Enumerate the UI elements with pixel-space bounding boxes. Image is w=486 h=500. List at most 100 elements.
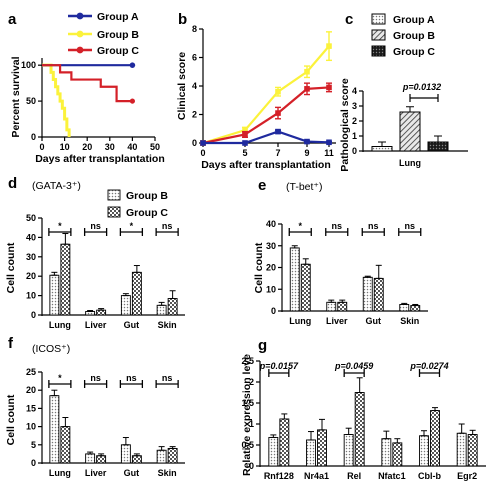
significance-label: * <box>130 221 134 231</box>
bar-skin <box>156 304 167 316</box>
x-tick-label: 40 <box>127 142 137 152</box>
y-axis-label: Cell count <box>5 394 17 445</box>
x-tick-label: Rel <box>347 471 361 481</box>
pathology-bar <box>427 141 449 152</box>
p-value-label: p=0.0157 <box>259 361 299 371</box>
significance-label: ns <box>162 221 173 231</box>
y-tick-label: 10 <box>26 422 36 432</box>
score-point <box>242 131 248 138</box>
score-line-group-b <box>202 45 330 145</box>
bar-rnf128 <box>279 418 290 467</box>
significance-label: ns <box>162 373 173 383</box>
score-point <box>275 128 281 135</box>
bar-nfatc1 <box>392 442 403 467</box>
panel-title: (GATA-3⁺) <box>32 180 81 192</box>
bar-lung <box>49 395 60 464</box>
x-axis-label: Days after transplantation <box>35 153 165 165</box>
y-tick-label: 25 <box>26 367 36 377</box>
legend-marker <box>76 30 84 38</box>
bar-skin <box>167 447 178 464</box>
legend-label: Group A <box>97 11 139 23</box>
legend-swatch <box>371 13 386 25</box>
p-value-label: p=0.0132 <box>402 82 441 92</box>
x-tick-label: Skin <box>158 320 177 330</box>
y-tick-label: 0 <box>31 132 36 142</box>
x-tick-label: 30 <box>105 142 115 152</box>
survival-line-group-b <box>42 63 71 137</box>
score-point <box>275 110 281 116</box>
x-tick-label: Lung <box>399 158 421 168</box>
legend-swatch <box>107 189 121 201</box>
x-tick-label: Gut <box>124 320 140 330</box>
legend-swatch <box>371 29 386 41</box>
y-tick-label: 2 <box>352 116 357 126</box>
pathology-bar <box>371 146 393 152</box>
bar-egr2 <box>456 432 467 467</box>
pathology-bar <box>399 111 421 152</box>
x-tick-label: 0 <box>200 148 205 158</box>
y-tick-label: 0 <box>192 138 197 148</box>
y-tick-label: 0 <box>249 461 254 471</box>
y-tick-label: 2 <box>192 110 197 120</box>
bar-liver <box>326 301 337 312</box>
panel-label-e: e <box>258 177 266 194</box>
y-tick-label: 4 <box>352 86 357 96</box>
y-axis-label: Percent survival <box>10 56 22 137</box>
bar-cbl-b <box>430 410 440 467</box>
y-tick-label: 10 <box>266 284 276 294</box>
y-tick-label: 20 <box>26 271 36 281</box>
bar-cbl-b <box>419 435 429 467</box>
x-tick-label: Gut <box>124 468 140 478</box>
x-tick-label: Lung <box>49 320 71 330</box>
y-axis-label: Cell count <box>253 242 265 293</box>
panel-label-d: d <box>8 175 17 192</box>
y-tick-label: 2 <box>249 377 254 387</box>
y-tick-label: 20 <box>266 263 276 273</box>
x-tick-label: 11 <box>324 148 334 158</box>
bar-gut <box>131 455 142 464</box>
panel-label-g: g <box>258 337 267 354</box>
legend-label: Group A <box>393 14 435 26</box>
x-tick-label: 20 <box>82 142 92 152</box>
y-tick-label: 0 <box>352 146 357 156</box>
y-tick-label: 100 <box>21 60 36 70</box>
bar-liver <box>96 309 107 316</box>
y-tick-label: 10 <box>26 291 36 301</box>
significance-label: * <box>298 221 302 231</box>
x-tick-label: Lung <box>289 316 311 326</box>
score-point <box>242 127 248 133</box>
y-tick-label: 8 <box>192 24 197 34</box>
bar-rel <box>354 392 365 467</box>
legend-label: Group B <box>393 30 435 42</box>
y-tick-label: 2.5 <box>241 356 254 366</box>
y-axis-label: Cell count <box>5 242 17 293</box>
bar-gut <box>120 295 131 316</box>
bar-liver <box>85 311 96 316</box>
p-value-label: p=0.0274 <box>409 361 448 371</box>
y-tick-label: 15 <box>26 403 36 413</box>
x-tick-label: Egr2 <box>457 471 477 481</box>
significance-label: ns <box>90 221 101 231</box>
p-value-label: p=0.0459 <box>334 361 373 371</box>
bar-nfatc1 <box>381 438 392 467</box>
panel-label-a: a <box>8 11 17 28</box>
bar-skin <box>156 449 167 464</box>
bar-rel <box>343 434 354 467</box>
y-tick-label: 0 <box>271 306 276 316</box>
score-point <box>242 140 248 146</box>
x-tick-label: 0 <box>39 142 44 152</box>
y-axis-label: Pathological score <box>339 78 351 172</box>
x-tick-label: 5 <box>242 148 247 158</box>
x-tick-label: Liver <box>85 320 107 330</box>
score-point <box>200 140 206 146</box>
survival-endpoint <box>129 98 135 104</box>
x-axis-label: Days after transplantation <box>201 159 331 171</box>
legend-swatch <box>107 206 121 218</box>
score-point <box>304 68 310 75</box>
bar-skin <box>167 298 178 316</box>
y-tick-label: 20 <box>26 385 36 395</box>
x-tick-label: Skin <box>158 468 177 478</box>
